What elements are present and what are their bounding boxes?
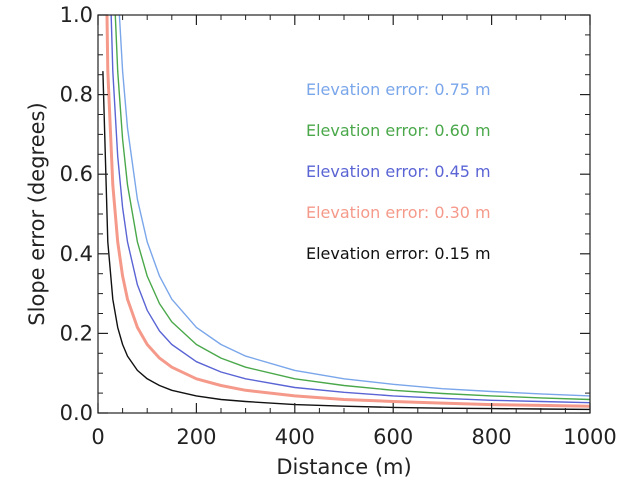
y-tick-label: 0.6 <box>60 162 93 186</box>
x-tick-label: 400 <box>275 425 315 449</box>
y-axis-label: Slope error (degrees) <box>25 102 49 325</box>
x-axis-label: Distance (m) <box>276 455 411 479</box>
legend-entry-0: Elevation error: 0.75 m <box>306 80 491 99</box>
y-tick-label: 0.4 <box>60 242 93 266</box>
y-tick-label: 0.0 <box>60 401 93 425</box>
legend: Elevation error: 0.75 m Elevation error: … <box>306 80 491 263</box>
legend-entry-1: Elevation error: 0.60 m <box>306 121 491 140</box>
legend-entry-3: Elevation error: 0.30 m <box>306 203 491 222</box>
y-tick-labels: 0.0 0.2 0.4 0.6 0.8 1.0 <box>60 3 93 425</box>
x-tick-label: 200 <box>176 425 216 449</box>
x-tick-label: 600 <box>373 425 413 449</box>
y-tick-label: 0.8 <box>60 83 93 107</box>
legend-entry-2: Elevation error: 0.45 m <box>306 162 491 181</box>
y-tick-label: 0.2 <box>60 321 93 345</box>
x-tick-label: 0 <box>91 425 104 449</box>
series-line-0 <box>118 15 590 397</box>
x-tick-labels: 0 200 400 600 800 1000 <box>91 425 616 449</box>
x-tick-label: 800 <box>472 425 512 449</box>
axis-ticks <box>97 14 591 414</box>
series-curves <box>102 15 590 411</box>
legend-entry-4: Elevation error: 0.15 m <box>306 244 491 263</box>
series-line-3 <box>105 15 590 408</box>
y-tick-label: 1.0 <box>60 3 93 27</box>
x-tick-label: 1000 <box>563 425 616 449</box>
series-line-2 <box>110 15 590 404</box>
series-line-4 <box>102 71 590 411</box>
series-line-1 <box>114 15 590 401</box>
